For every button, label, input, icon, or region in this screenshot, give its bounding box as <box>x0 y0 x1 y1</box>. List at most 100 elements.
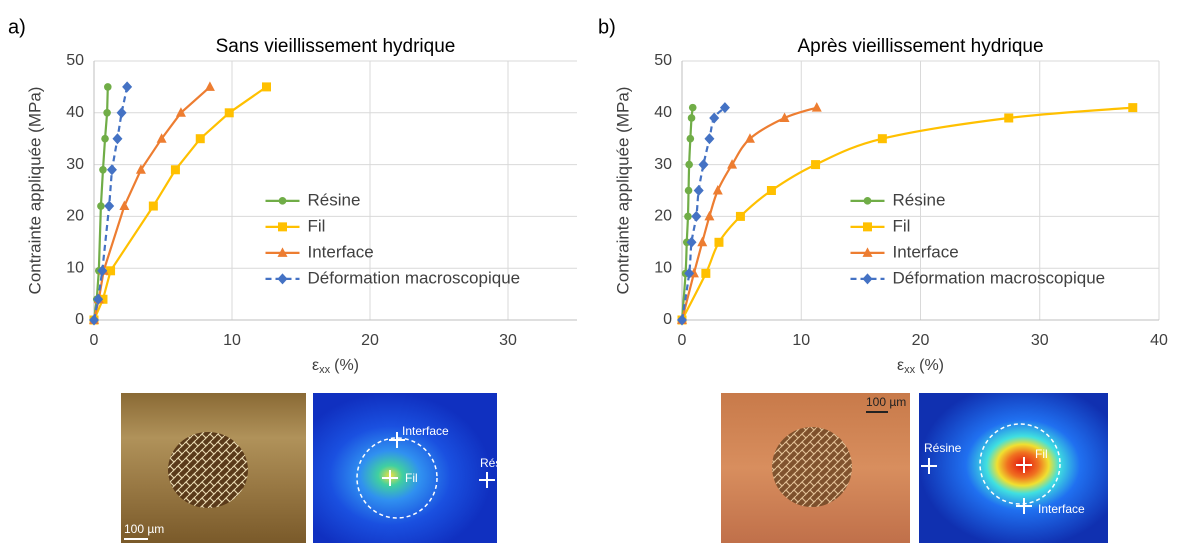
map-label: Fil <box>1035 447 1048 461</box>
x-axis-symbol: ε <box>312 357 319 374</box>
image-b-map: Résine Fil Interface <box>919 393 1108 543</box>
point <box>685 160 693 169</box>
point <box>714 237 724 247</box>
scale-label: 100 µm <box>866 395 906 409</box>
point <box>106 164 117 176</box>
point <box>156 133 167 143</box>
y-tick-label: 50 <box>66 52 84 69</box>
legend-marker <box>862 247 873 257</box>
point <box>766 186 776 195</box>
point <box>119 200 130 211</box>
legend-marker <box>277 247 288 257</box>
point <box>148 201 158 211</box>
y-tick-label: 20 <box>66 208 84 225</box>
point <box>97 202 105 210</box>
point <box>97 265 108 277</box>
y-tick-label: 0 <box>75 311 84 328</box>
y-tick-label: 30 <box>66 156 84 173</box>
image-b-photo: 100 µm <box>721 393 910 543</box>
point <box>877 134 887 144</box>
x-tick-label: 20 <box>361 332 379 349</box>
map-label: Interface <box>402 424 449 438</box>
y-axis-title: Contrainte appliquée (MPa) <box>25 87 44 295</box>
series-line <box>92 86 109 321</box>
point <box>224 108 234 118</box>
x-tick-label: 0 <box>90 332 99 349</box>
legend-label: Résine <box>893 190 946 209</box>
legend-label: Résine <box>308 190 361 209</box>
series-line <box>92 85 268 321</box>
legend-label: Fil <box>308 216 326 235</box>
fibre-outline <box>356 437 438 519</box>
scale-bar <box>124 538 148 540</box>
legend-label: Fil <box>893 216 911 235</box>
legend-marker <box>278 197 287 205</box>
y-tick-label: 40 <box>66 104 84 121</box>
point <box>693 185 704 196</box>
point <box>684 267 695 279</box>
series-line <box>92 86 211 321</box>
point <box>195 134 205 144</box>
x-axis-unit: (%) <box>334 357 359 374</box>
fibre <box>772 427 852 507</box>
point <box>112 133 123 145</box>
y-tick-label: 10 <box>66 259 84 276</box>
map-label: Résine <box>924 441 962 455</box>
y-tick-label: 0 <box>663 311 672 328</box>
map-label: Résine <box>480 456 518 470</box>
x-tick-label: 30 <box>1031 332 1049 349</box>
legend-label: Interface <box>308 242 374 261</box>
y-tick-label: 50 <box>654 52 672 69</box>
legend-marker <box>863 222 872 232</box>
point <box>686 236 697 248</box>
map-label: Fil <box>405 471 418 485</box>
point <box>677 314 687 326</box>
panel-label: b) <box>598 16 616 38</box>
point <box>204 81 215 91</box>
point <box>811 102 822 112</box>
strain-map <box>313 393 497 543</box>
point <box>122 81 133 93</box>
x-tick-label: 10 <box>223 332 241 349</box>
point <box>684 186 693 195</box>
point <box>688 103 697 112</box>
point <box>735 211 745 221</box>
point <box>103 109 111 117</box>
legend-marker <box>278 222 287 232</box>
point <box>687 114 696 122</box>
x-tick-label: 20 <box>912 332 930 349</box>
x-tick-label: 0 <box>678 332 687 349</box>
point <box>779 112 790 122</box>
legend-marker <box>862 273 873 285</box>
fibre-outline <box>979 423 1061 505</box>
y-tick-label: 10 <box>654 259 672 276</box>
image-a-map: Interface Fil Résine <box>313 393 518 543</box>
point <box>1004 113 1014 123</box>
crosses <box>382 432 495 488</box>
legend-label: Déformation macroscopique <box>308 268 521 287</box>
point <box>811 160 821 170</box>
image-a-photo: 100 µm <box>121 393 306 543</box>
point <box>93 293 104 305</box>
y-tick-label: 40 <box>654 104 672 121</box>
panel-label: a) <box>8 16 26 38</box>
point <box>101 134 109 143</box>
point <box>116 107 127 119</box>
point <box>697 236 708 247</box>
scale-bar <box>866 411 888 413</box>
strain-map <box>919 393 1108 543</box>
x-axis-unit: (%) <box>919 357 944 374</box>
legend-marker <box>863 197 872 205</box>
point <box>99 165 107 174</box>
scale-label: 100 µm <box>124 522 164 536</box>
point <box>744 133 755 143</box>
legend-label: Interface <box>893 242 959 261</box>
legend-label: Déformation macroscopique <box>893 268 1106 287</box>
point <box>684 212 692 221</box>
point <box>719 102 730 114</box>
point <box>1128 103 1138 113</box>
x-axis-title: εxx (%) <box>312 357 359 376</box>
chart-title: Sans vieillissement hydrique <box>216 36 456 57</box>
y-tick-label: 30 <box>654 156 672 173</box>
point <box>170 165 180 175</box>
